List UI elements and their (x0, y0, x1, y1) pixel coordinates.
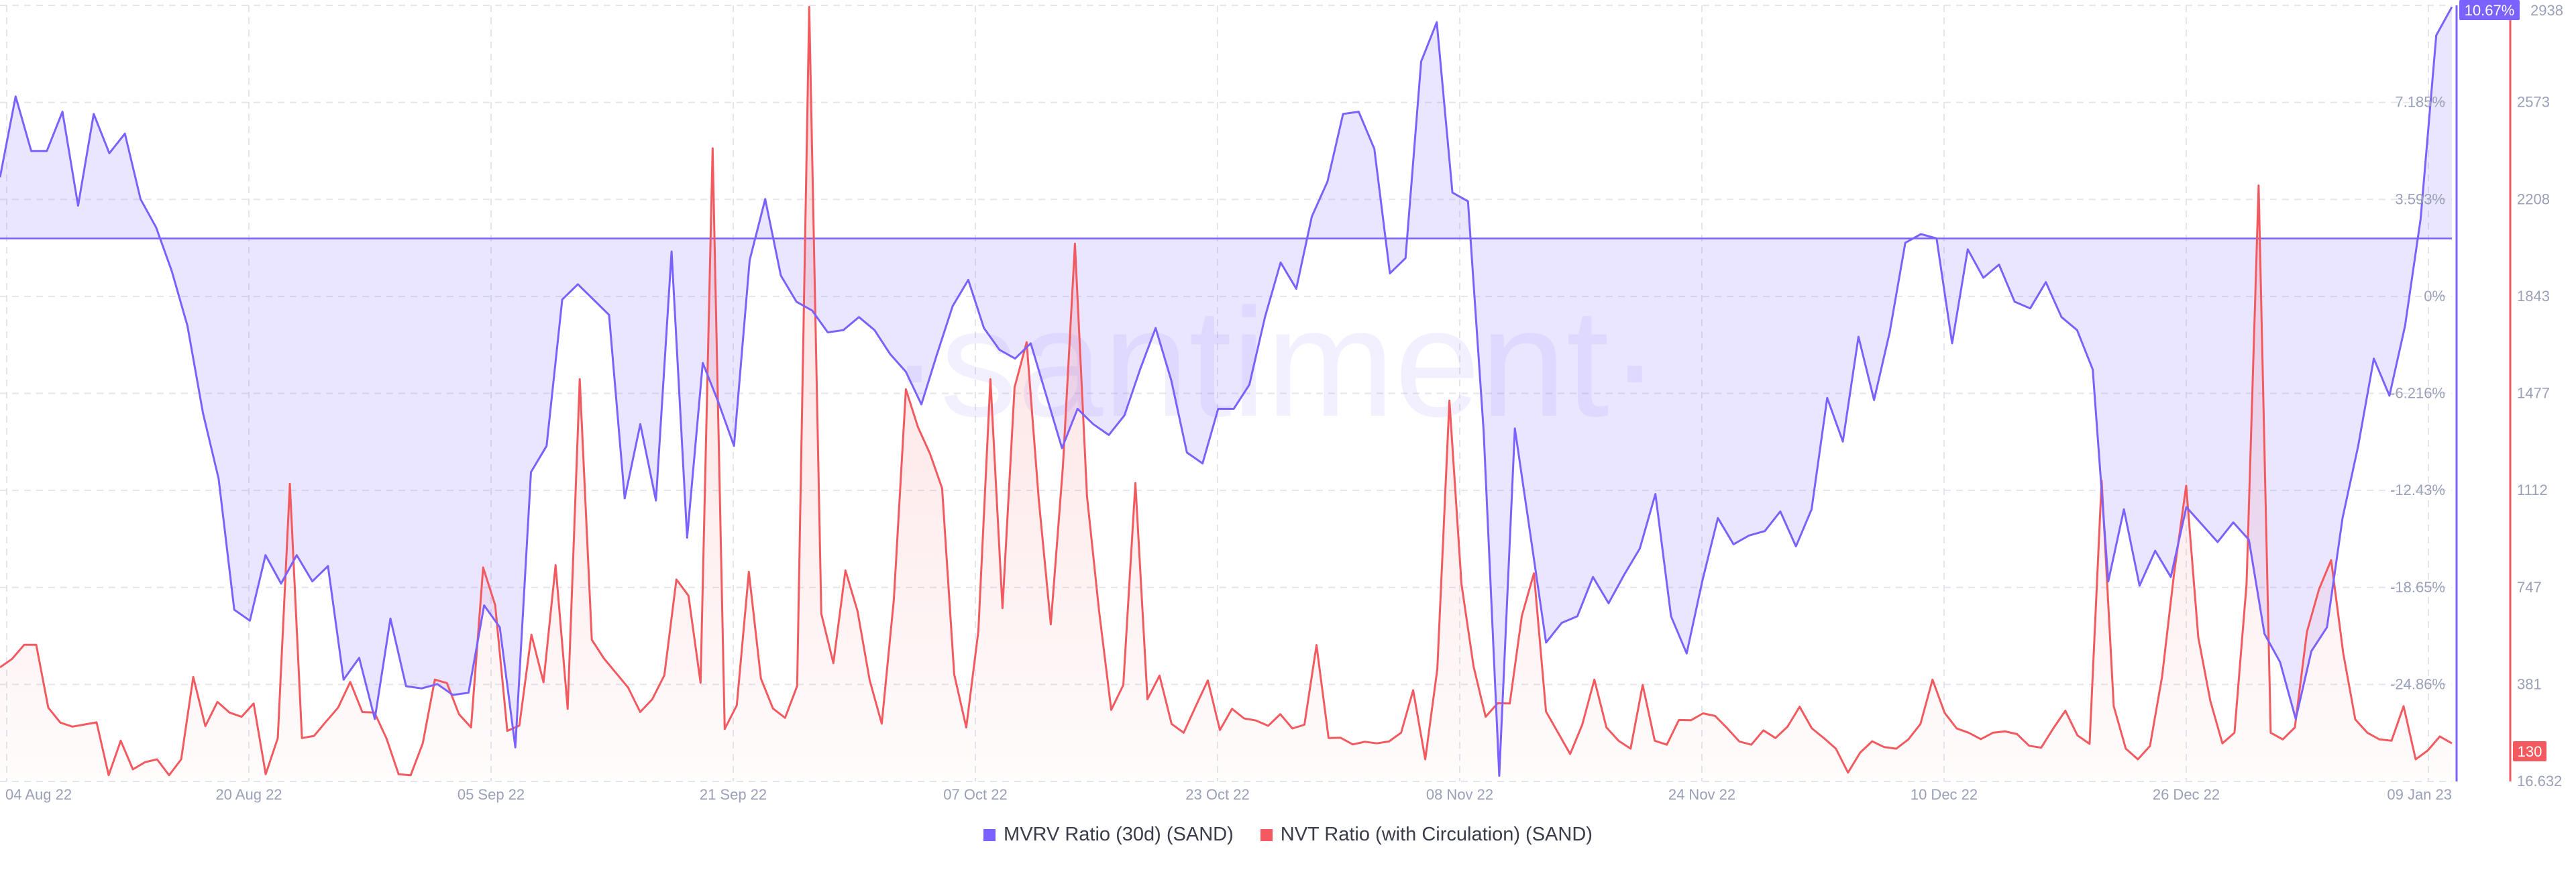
mvrv-axis-tick-label: -6.216% (2390, 385, 2445, 402)
nvt-axis-tick-label: 1843 (2517, 288, 2550, 305)
mvrv-current-badge (2459, 0, 2520, 20)
chart-legend: MVRV Ratio (30d) (SAND) NVT Ratio (with … (0, 824, 2576, 846)
nvt-axis-tick-label: 2938 (2530, 2, 2563, 19)
legend-label-nvt: NVT Ratio (with Circulation) (SAND) (1280, 824, 1593, 845)
x-axis-tick-label: 24 Nov 22 (1668, 786, 1735, 803)
x-axis-tick-label: 20 Aug 22 (215, 786, 282, 803)
mvrv-axis-tick-label: -18.65% (2390, 579, 2445, 596)
nvt-axis-tick-label: 16.632 (2517, 773, 2562, 789)
nvt-current-value: 130 (2518, 743, 2542, 760)
mvrv-axis-tick-label: 7.185% (2395, 94, 2445, 111)
mvrv-series-line (0, 6, 2453, 777)
mvrv-axis-tick-label: 0% (2424, 288, 2445, 305)
x-axis-tick-label: 09 Jan 23 (2387, 786, 2452, 803)
x-axis-tick-label: 04 Aug 22 (5, 786, 72, 803)
x-axis-tick-label: 05 Sep 22 (458, 786, 525, 803)
x-axis-tick-label: 21 Sep 22 (700, 786, 767, 803)
nvt-axis-tick-label: 381 (2517, 675, 2542, 692)
legend-swatch-mvrv (983, 828, 996, 841)
nvt-area-fill (0, 7, 2452, 781)
legend-swatch-nvt (1260, 828, 1273, 841)
x-axis-tick-label: 10 Dec 22 (1911, 786, 1978, 803)
mvrv-axis-tick-label: -24.86% (2390, 675, 2445, 692)
x-axis-tick-label: 23 Oct 22 (1185, 786, 1249, 803)
nvt-axis-tick-label: 1112 (2517, 482, 2548, 498)
x-axis-tick-label: 26 Dec 22 (2153, 786, 2220, 803)
legend-item-nvt[interactable]: NVT Ratio (with Circulation) (SAND) (1260, 824, 1593, 846)
nvt-axis-tick-label: 2573 (2517, 94, 2550, 111)
legend-label-mvrv: MVRV Ratio (30d) (SAND) (1004, 824, 1234, 845)
mvrv-area-fill (0, 7, 2452, 776)
x-axis-tick-label: 08 Nov 22 (1426, 786, 1493, 803)
nvt-axis-tick-label: 1477 (2517, 385, 2550, 402)
nvt-current-badge (2513, 741, 2546, 761)
nvt-axis-tick-label: 747 (2517, 579, 2542, 596)
x-axis-tick-label: 07 Oct 22 (943, 786, 1007, 803)
legend-item-mvrv[interactable]: MVRV Ratio (30d) (SAND) (983, 824, 1234, 846)
nvt-series-line (0, 5, 2453, 777)
mvrv-axis-tick-label: 3.593% (2395, 190, 2445, 207)
mvrv-current-value: 10.67% (2465, 2, 2515, 19)
mvrv-axis-tick-label: -12.43% (2390, 482, 2445, 498)
nvt-axis-tick-label: 2208 (2517, 190, 2550, 207)
